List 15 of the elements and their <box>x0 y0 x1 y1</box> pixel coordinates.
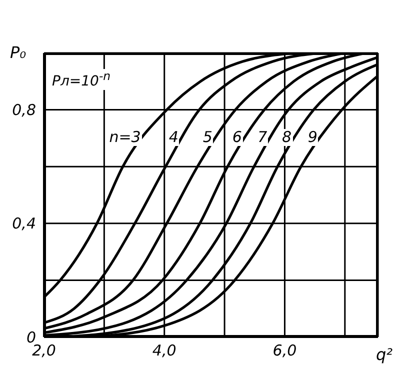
x-tick-label: 6,0 <box>272 342 297 360</box>
y-axis-title: P₀ <box>10 43 26 62</box>
y-tick-label: 0,4 <box>12 214 36 233</box>
annotation: Pл=10$^{-n}$ <box>52 69 111 90</box>
y-tick-label: 0,8 <box>12 101 36 120</box>
series-label: 8 <box>281 128 293 146</box>
series-label: 6 <box>231 128 243 146</box>
series-label: 7 <box>256 128 268 146</box>
x-axis-title: q² <box>376 345 393 364</box>
series-label: 4 <box>168 128 180 146</box>
series-label: 9 <box>306 128 318 146</box>
x-tick-label: 4,0 <box>152 342 176 360</box>
series-label: n=3 <box>108 128 142 146</box>
series-label: 5 <box>202 128 214 146</box>
x-tick-label: 2,0 <box>32 342 56 360</box>
